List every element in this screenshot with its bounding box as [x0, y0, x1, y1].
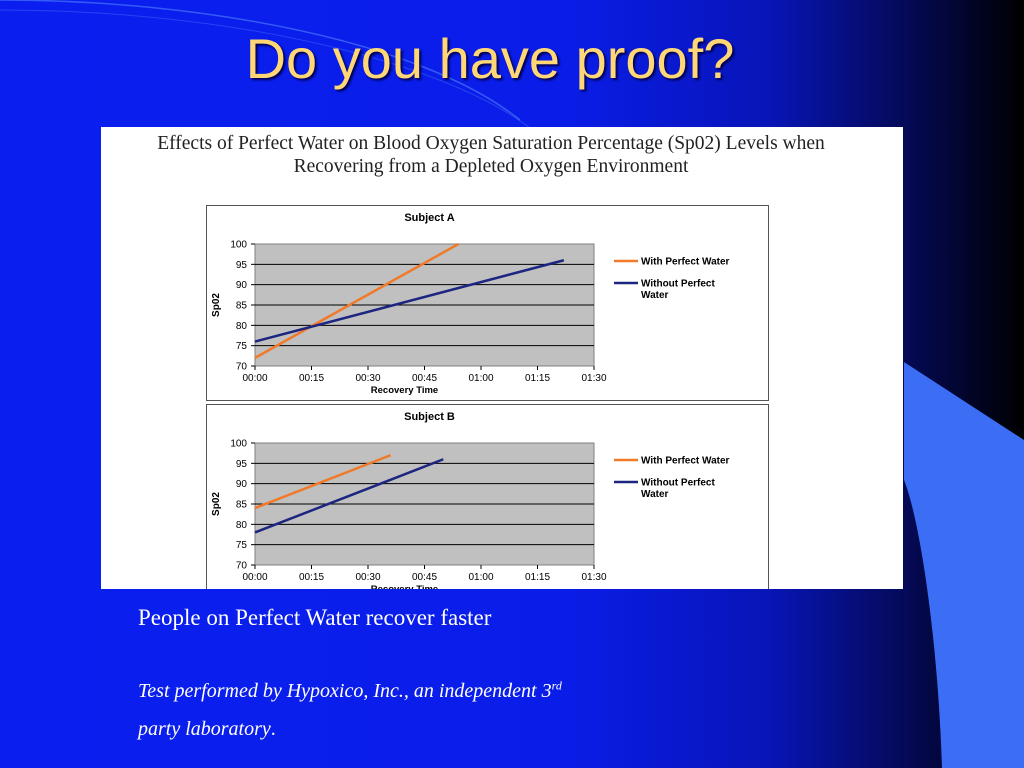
- legend-label: With Perfect Water: [641, 257, 730, 268]
- slide-caption: People on Perfect Water recover faster: [138, 605, 492, 630]
- chart-title: Subject A: [404, 212, 454, 224]
- legend-label: Without Perfect: [641, 279, 715, 290]
- x-tick-label: 00:30: [355, 373, 380, 384]
- y-tick-label: 90: [236, 479, 248, 490]
- y-tick-label: 75: [236, 540, 248, 551]
- x-tick-label: 00:00: [242, 373, 267, 384]
- ordinal-suffix: rd: [551, 678, 562, 693]
- series-line: [254, 454, 392, 510]
- chart-subject-a: Subject A 70 75 80 85 90 95 100 00:00 00:15 00:30 0…: [206, 205, 769, 401]
- y-axis-label: Sp02: [211, 492, 222, 516]
- legend-label-cont: Water: [641, 290, 669, 301]
- x-tick-label: 00:00: [242, 572, 267, 583]
- test-note: Test performed by Hypoxico, Inc., an ind…: [138, 672, 698, 748]
- chart-figure: Effects of Perfect Water on Blood Oxygen…: [101, 127, 903, 589]
- y-tick-label: 100: [230, 439, 247, 450]
- test-note-period: .: [270, 718, 276, 740]
- y-tick-label: 80: [236, 520, 248, 531]
- x-tick-label: 00:45: [412, 572, 437, 583]
- chart-title: Subject B: [404, 411, 455, 423]
- y-tick-label: 95: [236, 260, 248, 271]
- y-tick-label: 70: [236, 362, 248, 373]
- figure-title-line-1: Effects of Perfect Water on Blood Oxygen…: [157, 133, 825, 154]
- test-note-line-2: party laboratory.: [138, 710, 698, 748]
- x-tick-label: 01:00: [468, 373, 493, 384]
- figure-title-line-2: Recovering from a Depleted Oxygen Enviro…: [293, 156, 689, 177]
- legend-label: With Perfect Water: [641, 456, 730, 467]
- x-tick-label: 01:15: [525, 572, 550, 583]
- test-note-text: Test performed by Hypoxico, Inc., an ind…: [138, 680, 552, 702]
- x-axis-label: Recovery Time: [371, 584, 438, 589]
- x-tick-label: 01:30: [581, 373, 606, 384]
- y-tick-label: 85: [236, 500, 248, 511]
- x-tick-label: 01:00: [468, 572, 493, 583]
- y-tick-label: 85: [236, 301, 248, 312]
- chart-svg: Subject B 70 75 80 85 90 95 100 00:00 00:15 00:30 0…: [211, 411, 730, 589]
- y-axis-label: Sp02: [211, 293, 222, 317]
- legend-label-cont: Water: [641, 489, 669, 500]
- x-tick-label: 01:15: [525, 373, 550, 384]
- series-line: [254, 458, 444, 534]
- chart-subject-b: Subject B 70 75 80 85 90 95 100 00:00 00:15 00:30 0…: [206, 404, 769, 589]
- test-note-text-2: party laboratory: [138, 718, 271, 740]
- x-tick-label: 00:15: [299, 572, 324, 583]
- chart-svg: Subject A 70 75 80 85 90 95 100 00:00 00:15 00:30 0…: [211, 212, 730, 396]
- y-tick-label: 80: [236, 321, 248, 332]
- series-line: [254, 242, 460, 359]
- y-tick-label: 90: [236, 280, 248, 291]
- x-tick-label: 00:45: [412, 373, 437, 384]
- y-tick-label: 70: [236, 561, 248, 572]
- legend-label: Without Perfect: [641, 478, 715, 489]
- test-note-line-1: Test performed by Hypoxico, Inc., an ind…: [138, 672, 698, 710]
- x-tick-label: 00:30: [355, 572, 380, 583]
- figure-title: Effects of Perfect Water on Blood Oxygen…: [101, 132, 881, 178]
- y-tick-label: 95: [236, 459, 248, 470]
- y-tick-label: 75: [236, 341, 248, 352]
- x-tick-label: 01:30: [581, 572, 606, 583]
- slide-title: Do you have proof?: [245, 27, 735, 90]
- series-line: [254, 259, 565, 343]
- x-axis-label: Recovery Time: [371, 385, 438, 396]
- y-tick-label: 100: [230, 240, 247, 251]
- x-tick-label: 00:15: [299, 373, 324, 384]
